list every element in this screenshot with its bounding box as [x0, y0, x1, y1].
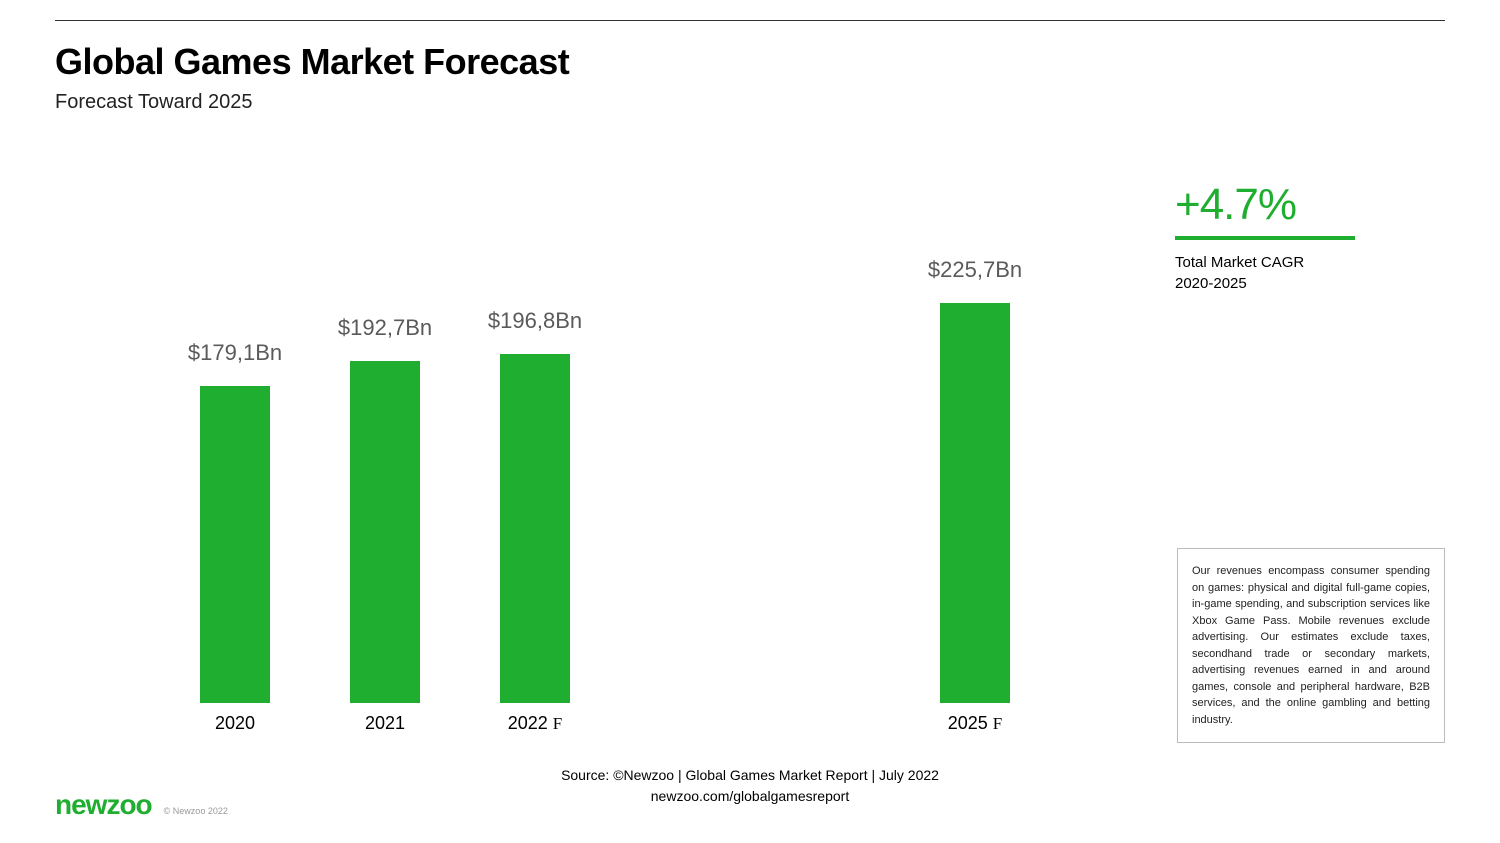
source-line1: Source: ©Newzoo | Global Games Market Re…	[561, 767, 939, 783]
bars-container: $179,1Bn $192,7Bn $196,8Bn $225,7Bn	[175, 160, 1075, 703]
top-rule	[55, 20, 1445, 21]
page: Global Games Market Forecast Forecast To…	[0, 0, 1500, 843]
forecast-marker: F	[993, 714, 1002, 733]
newzoo-logo: newzoo	[55, 789, 152, 821]
copyright-text: © Newzoo 2022	[164, 806, 228, 816]
xlabels-container: 2020 2021 2022 F 2025 F	[175, 713, 1075, 743]
cagr-label: Total Market CAGR 2020-2025	[1175, 252, 1445, 294]
forecast-marker: F	[553, 714, 562, 733]
bar	[350, 361, 420, 703]
disclaimer-box: Our revenues encompass consumer spending…	[1177, 548, 1445, 743]
bar	[500, 354, 570, 703]
bar-chart: $179,1Bn$192,7Bn$196,8Bn$225,7Bn 2020202…	[175, 160, 1075, 743]
cagr-label-line2: 2020-2025	[1175, 275, 1247, 292]
source-text: Source: ©Newzoo | Global Games Market Re…	[55, 765, 1445, 807]
bar-group: $225,7Bn	[935, 303, 1015, 703]
bar-value-label: $179,1Bn	[188, 340, 282, 366]
page-subtitle: Forecast Toward 2025	[55, 91, 1445, 114]
logo-block: newzoo © Newzoo 2022	[55, 789, 228, 821]
bar-xlabel: 2022 F	[475, 713, 595, 734]
bar-value-label: $225,7Bn	[928, 257, 1022, 283]
cagr-value: +4.7%	[1175, 180, 1445, 230]
bar-xlabel: 2020	[175, 713, 295, 734]
bar-group: $196,8Bn	[495, 354, 575, 703]
footer: Source: ©Newzoo | Global Games Market Re…	[55, 765, 1445, 825]
disclaimer-text: Our revenues encompass consumer spending…	[1192, 563, 1430, 728]
page-title: Global Games Market Forecast	[55, 41, 1445, 83]
bar-group: $192,7Bn	[345, 361, 425, 703]
bar-xlabel: 2025 F	[915, 713, 1035, 734]
bar-xlabel: 2021	[325, 713, 445, 734]
content-area: $179,1Bn$192,7Bn$196,8Bn$225,7Bn 2020202…	[55, 160, 1445, 743]
bar-value-label: $196,8Bn	[488, 308, 582, 334]
bar-value-label: $192,7Bn	[338, 315, 432, 341]
cagr-underline	[1175, 236, 1355, 240]
cagr-label-line1: Total Market CAGR	[1175, 254, 1304, 271]
bar	[940, 303, 1010, 703]
bar	[200, 386, 270, 703]
cagr-panel: +4.7% Total Market CAGR 2020-2025	[1175, 180, 1445, 294]
bar-group: $179,1Bn	[195, 386, 275, 703]
source-line2: newzoo.com/globalgamesreport	[651, 788, 849, 804]
